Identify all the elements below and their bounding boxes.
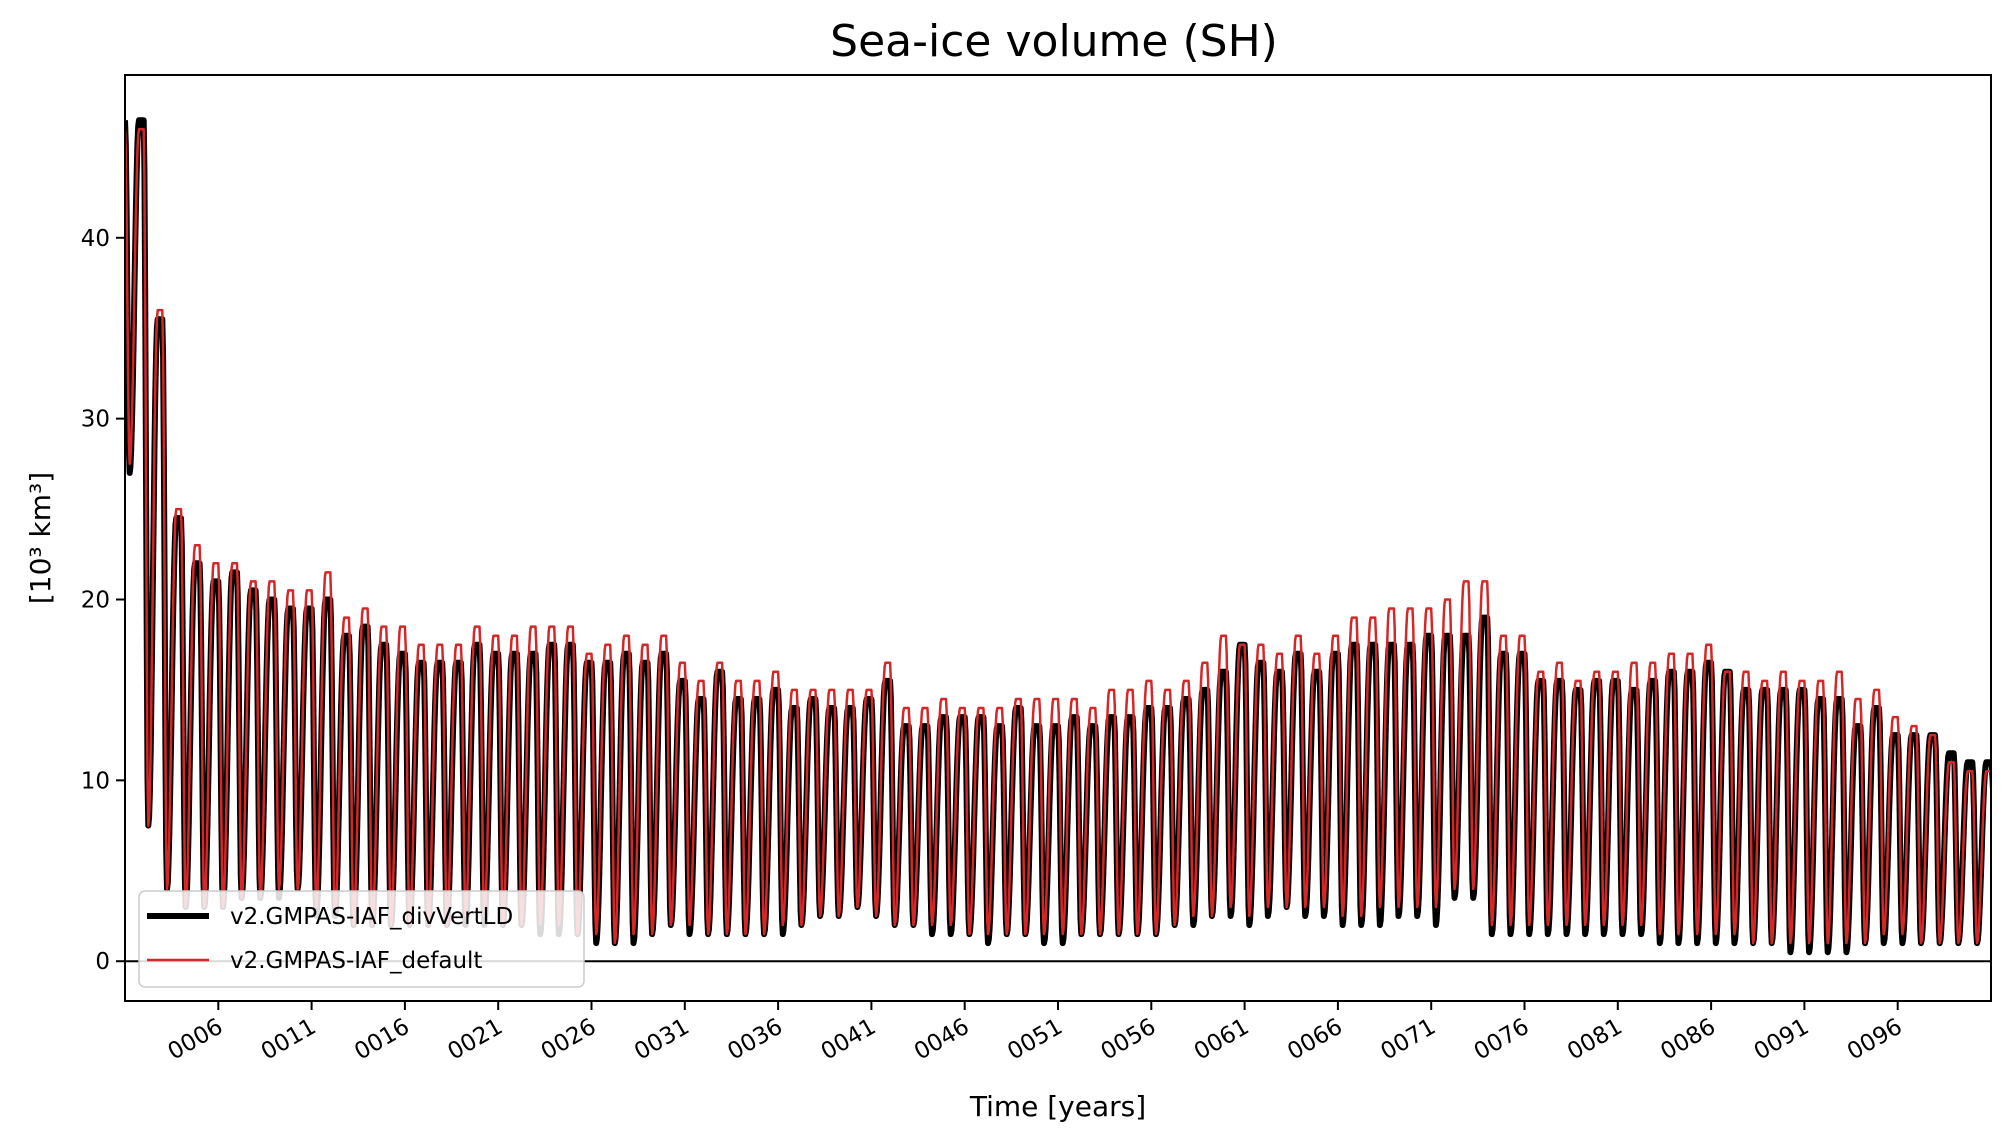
- series-line-default: [125, 128, 1991, 945]
- y-axis: 0 10 20 30 40: [81, 226, 125, 975]
- plot-area: [125, 117, 1991, 963]
- x-tick-label: 0051: [1003, 1014, 1067, 1066]
- x-axis: 0006 0011 0016 0021 0026 0031 0036 0041 0046 0051…: [164, 1001, 1907, 1065]
- x-tick-label: 0061: [1190, 1014, 1254, 1066]
- x-tick-label: 0071: [1376, 1014, 1440, 1066]
- legend-label-default: v2.GMPAS-IAF_default: [230, 948, 482, 974]
- series-group: [125, 117, 1991, 963]
- y-axis-label: [10³ km³]: [24, 472, 57, 604]
- y-tick-label: 0: [95, 949, 110, 975]
- y-tick-label: 10: [81, 768, 110, 794]
- x-tick-label: 0011: [257, 1014, 321, 1066]
- x-tick-label: 0046: [910, 1014, 974, 1066]
- x-tick-label: 0041: [817, 1014, 881, 1066]
- x-axis-label: Time [years]: [969, 1090, 1146, 1123]
- y-tick-label: 20: [81, 587, 110, 613]
- y-tick-label: 40: [81, 226, 110, 252]
- x-tick-label: 0096: [1843, 1014, 1907, 1066]
- x-tick-label: 0016: [350, 1014, 414, 1066]
- x-tick-label: 0056: [1097, 1014, 1161, 1066]
- y-tick-label: 30: [81, 407, 110, 433]
- x-tick-label: 0091: [1750, 1014, 1814, 1066]
- x-tick-label: 0036: [723, 1014, 787, 1066]
- x-tick-label: 0031: [630, 1014, 694, 1066]
- legend-label-divvertld: v2.GMPAS-IAF_divVertLD: [230, 904, 513, 930]
- x-tick-label: 0081: [1563, 1014, 1627, 1066]
- x-tick-label: 0021: [443, 1014, 507, 1066]
- x-tick-label: 0086: [1656, 1014, 1720, 1066]
- x-tick-label: 0026: [537, 1014, 601, 1066]
- x-tick-label: 0076: [1470, 1014, 1534, 1066]
- legend: v2.GMPAS-IAF_divVertLD v2.GMPAS-IAF_defa…: [138, 890, 585, 988]
- chart-title: Sea-ice volume (SH): [830, 16, 1278, 67]
- x-tick-label: 0006: [164, 1014, 228, 1066]
- x-tick-label: 0066: [1283, 1014, 1347, 1066]
- legend-box: [138, 890, 585, 988]
